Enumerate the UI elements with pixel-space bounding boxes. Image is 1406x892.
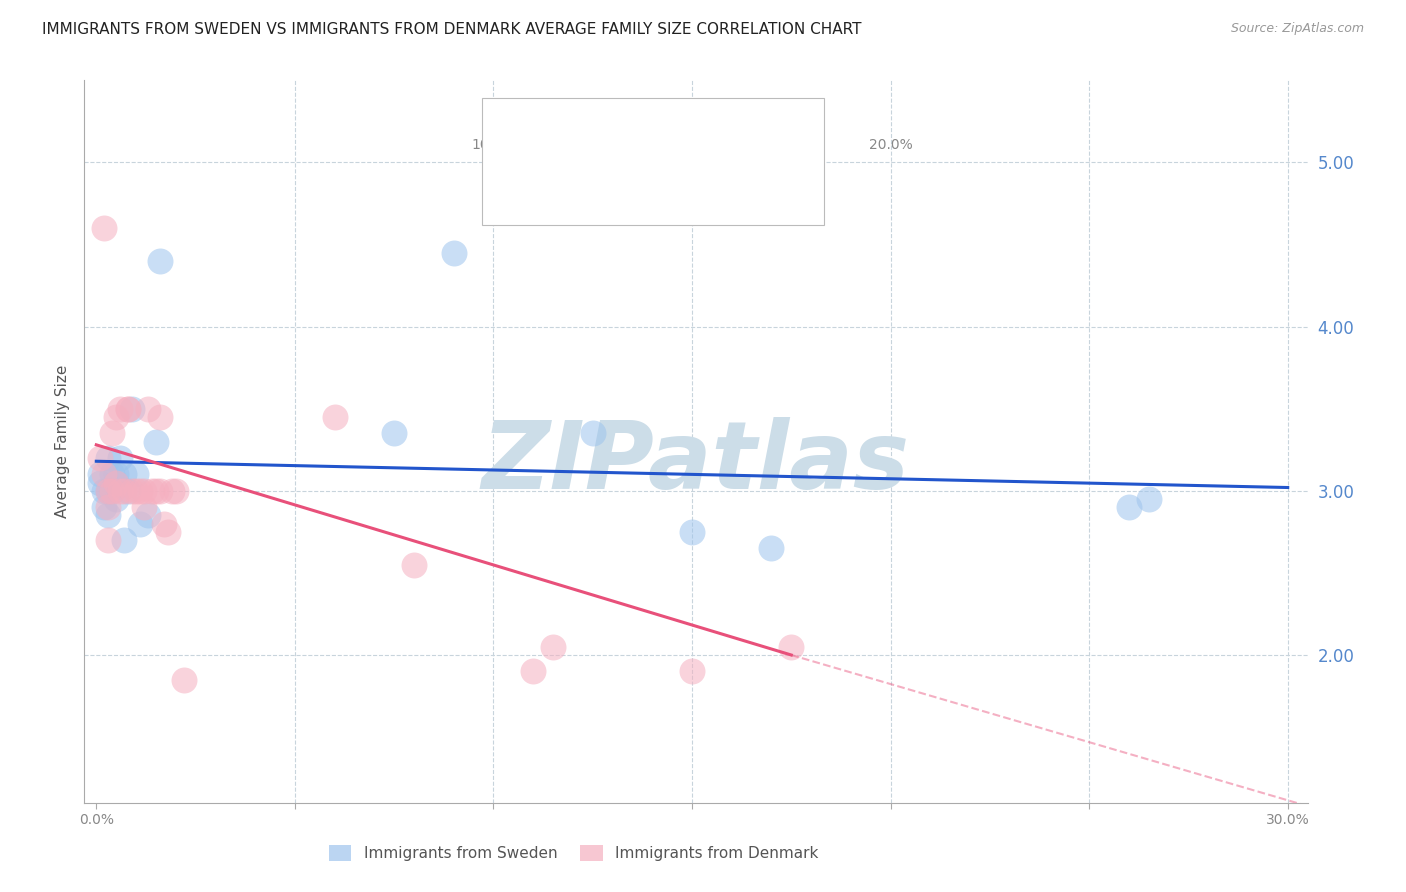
Point <box>125 483 148 498</box>
Point <box>1137 491 1160 506</box>
Text: 10.0%: 10.0% <box>471 138 516 152</box>
Point <box>780 640 803 654</box>
Text: ZIPatlas: ZIPatlas <box>482 417 910 509</box>
Point <box>93 467 115 482</box>
Point <box>129 483 152 498</box>
Point <box>101 483 124 498</box>
Point <box>97 508 120 523</box>
Point <box>97 450 120 465</box>
Legend: Immigrants from Sweden, Immigrants from Denmark: Immigrants from Sweden, Immigrants from … <box>322 839 825 867</box>
Point <box>541 640 564 654</box>
Y-axis label: Average Family Size: Average Family Size <box>55 365 70 518</box>
Point <box>136 508 159 523</box>
Text: IMMIGRANTS FROM SWEDEN VS IMMIGRANTS FROM DENMARK AVERAGE FAMILY SIZE CORRELATIO: IMMIGRANTS FROM SWEDEN VS IMMIGRANTS FRO… <box>42 22 862 37</box>
Point <box>582 426 605 441</box>
Point <box>443 245 465 260</box>
Point <box>522 665 544 679</box>
Point <box>117 483 139 498</box>
Point <box>97 483 120 498</box>
Point <box>101 467 124 482</box>
Point <box>105 409 128 424</box>
Point <box>382 426 405 441</box>
Point <box>323 409 346 424</box>
Point <box>117 401 139 416</box>
Point <box>121 483 143 498</box>
Point <box>89 450 111 465</box>
Point <box>149 409 172 424</box>
Point <box>97 483 120 498</box>
Point <box>89 475 111 490</box>
Point <box>101 426 124 441</box>
Point <box>105 475 128 490</box>
Point <box>145 483 167 498</box>
Point <box>141 483 163 498</box>
Point <box>761 541 783 556</box>
Point <box>93 221 115 235</box>
Point <box>112 483 135 498</box>
Point <box>93 500 115 515</box>
Point <box>129 516 152 531</box>
Point <box>136 401 159 416</box>
Point <box>97 533 120 547</box>
Point <box>108 483 131 498</box>
Point <box>681 665 703 679</box>
Point <box>402 558 425 572</box>
Point <box>89 467 111 482</box>
Point <box>132 483 155 498</box>
Point <box>160 483 183 498</box>
Point <box>681 524 703 539</box>
Text: Source: ZipAtlas.com: Source: ZipAtlas.com <box>1230 22 1364 36</box>
Point <box>145 434 167 449</box>
Point <box>112 467 135 482</box>
Point <box>1118 500 1140 515</box>
Point <box>105 467 128 482</box>
Point <box>108 450 131 465</box>
Point <box>108 401 131 416</box>
Text: 20.0%: 20.0% <box>869 138 912 152</box>
Point <box>125 467 148 482</box>
Point <box>165 483 187 498</box>
Point <box>173 673 195 687</box>
Point <box>149 253 172 268</box>
Point <box>156 524 179 539</box>
Point <box>117 401 139 416</box>
Point <box>97 500 120 515</box>
Point <box>149 483 172 498</box>
Point <box>132 500 155 515</box>
Point <box>105 491 128 506</box>
Point <box>93 483 115 498</box>
Point <box>121 401 143 416</box>
Point <box>112 533 135 547</box>
Point <box>105 475 128 490</box>
Point <box>152 516 174 531</box>
Point <box>101 483 124 498</box>
